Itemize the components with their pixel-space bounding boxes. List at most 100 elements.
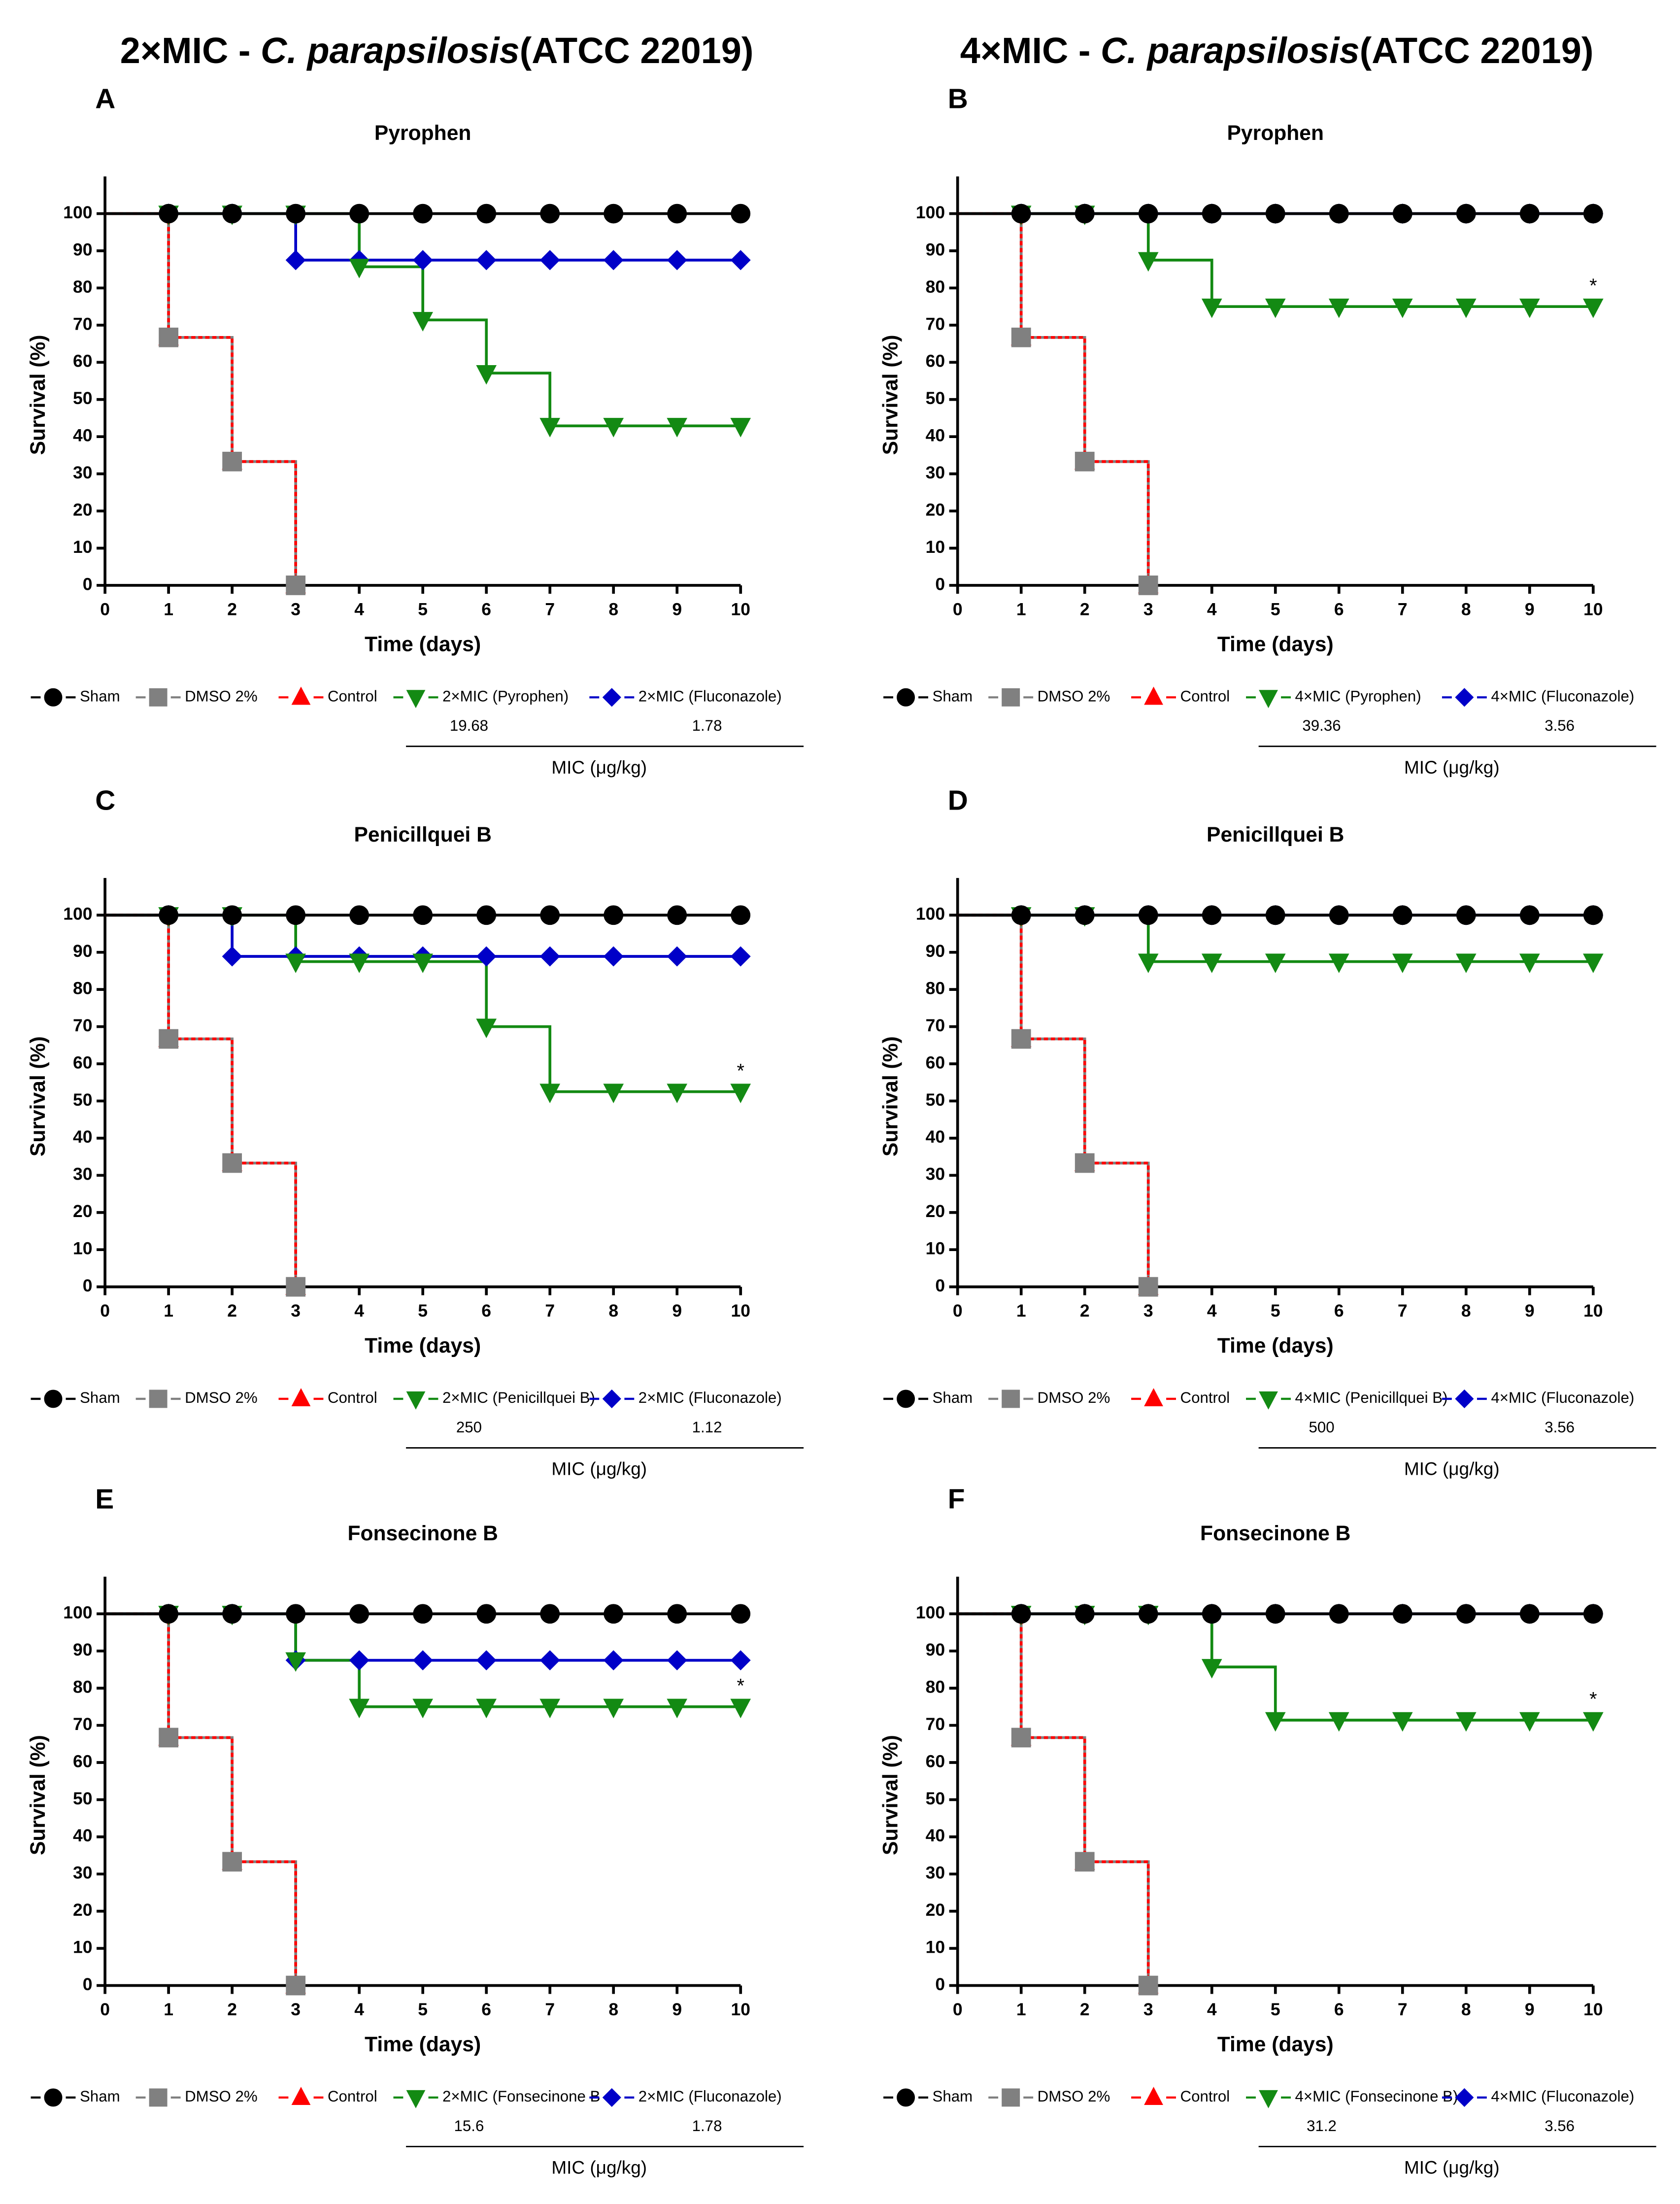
marker <box>286 203 306 224</box>
y-tick-label: 80 <box>73 277 93 297</box>
y-tick-label: 10 <box>73 1239 93 1258</box>
marker <box>1582 953 1604 973</box>
y-tick-label: 60 <box>73 1052 93 1072</box>
y-tick-label: 70 <box>926 1714 945 1734</box>
x-tick-label: 7 <box>545 599 555 619</box>
x-tick-label: 4 <box>354 599 364 619</box>
marker <box>604 203 624 224</box>
y-tick-label: 90 <box>73 1640 93 1660</box>
panel-letter: F <box>948 1484 965 1515</box>
marker <box>539 250 560 271</box>
column-title-part: (ATCC 22019) <box>1360 30 1594 71</box>
x-tick-label: 9 <box>672 1301 682 1321</box>
marker <box>476 1698 497 1719</box>
x-tick-label: 9 <box>1525 599 1535 619</box>
marker <box>1011 905 1031 925</box>
marker <box>1519 905 1540 925</box>
x-tick-label: 8 <box>608 599 618 619</box>
marker <box>1329 203 1349 224</box>
marker <box>159 1604 179 1624</box>
y-tick-label: 10 <box>926 1937 945 1957</box>
marker <box>539 1698 561 1719</box>
x-tick-label: 8 <box>1461 1301 1471 1321</box>
legend-label: Control <box>1180 2088 1230 2105</box>
x-tick-label: 2 <box>227 1301 237 1321</box>
x-tick-label: 2 <box>227 2000 237 2019</box>
y-tick-label: 10 <box>73 1937 93 1957</box>
marker <box>667 1084 688 1103</box>
marker <box>222 946 242 967</box>
x-tick-label: 0 <box>953 599 963 619</box>
y-tick-label: 30 <box>73 1863 93 1883</box>
x-tick-label: 1 <box>164 2000 173 2019</box>
y-axis-label: Survival (%) <box>26 335 50 455</box>
marker <box>540 905 560 925</box>
marker <box>1519 1712 1540 1732</box>
y-tick-label: 100 <box>916 904 945 924</box>
marker <box>1201 953 1222 973</box>
y-tick-label: 60 <box>73 351 93 371</box>
marker <box>539 1084 561 1103</box>
x-tick-label: 0 <box>953 2000 963 2019</box>
x-tick-label: 3 <box>291 1301 301 1321</box>
marker <box>222 203 242 224</box>
chart-title: Penicillquei B <box>354 823 491 847</box>
x-tick-label: 3 <box>291 2000 301 2019</box>
column-title-part: C. parapsilosis <box>1101 30 1360 71</box>
mic-value: 19.68 <box>450 717 488 734</box>
y-tick-label: 40 <box>926 426 945 445</box>
x-tick-label: 9 <box>672 599 682 619</box>
panel-letter: E <box>95 1484 114 1515</box>
y-tick-label: 10 <box>926 1239 945 1258</box>
y-axis-label: Survival (%) <box>878 335 902 455</box>
marker <box>1259 2090 1278 2108</box>
marker <box>476 1650 497 1671</box>
x-axis-label: Time (days) <box>1217 632 1334 656</box>
x-tick-label: 0 <box>953 1301 963 1321</box>
y-tick-label: 60 <box>73 1751 93 1771</box>
legend-label: 2×MIC (Pyrophen) <box>442 688 569 705</box>
marker <box>1392 298 1413 318</box>
x-tick-label: 7 <box>1398 599 1408 619</box>
marker <box>476 946 497 967</box>
x-tick-label: 5 <box>1271 2000 1280 2019</box>
marker <box>1202 203 1222 224</box>
marker <box>1455 1712 1477 1732</box>
mic-value: 250 <box>456 1419 482 1436</box>
marker <box>1075 905 1095 925</box>
marker <box>1582 1712 1604 1732</box>
mic-value: 3.56 <box>1545 717 1575 734</box>
y-tick-label: 70 <box>73 314 93 334</box>
marker <box>476 203 497 224</box>
marker <box>731 905 751 925</box>
y-tick-label: 90 <box>926 941 945 961</box>
marker <box>1265 953 1286 973</box>
mic-value: 39.36 <box>1302 717 1341 734</box>
marker <box>1265 905 1285 925</box>
annotation: * <box>737 1675 744 1697</box>
marker <box>1455 298 1477 318</box>
marker <box>1582 298 1604 318</box>
marker <box>286 1277 306 1297</box>
marker <box>1583 905 1603 925</box>
legend-label: 4×MIC (Fluconazole) <box>1491 2088 1634 2105</box>
marker <box>412 250 433 271</box>
y-tick-label: 60 <box>926 1751 945 1771</box>
marker <box>1455 1389 1474 1408</box>
column-title-part: 4×MIC - <box>960 30 1101 71</box>
marker <box>603 418 624 438</box>
chart-title: Pyrophen <box>1227 121 1324 145</box>
x-tick-label: 9 <box>672 2000 682 2019</box>
column-title-part: (ATCC 22019) <box>520 30 754 71</box>
legend-label: Control <box>1180 1389 1230 1406</box>
marker <box>1392 953 1413 973</box>
x-axis-label: Time (days) <box>1217 1334 1334 1357</box>
marker <box>349 953 370 973</box>
marker <box>1328 1712 1349 1732</box>
marker <box>1455 688 1474 707</box>
marker <box>44 688 63 707</box>
marker <box>730 1650 751 1671</box>
marker <box>1583 203 1603 224</box>
y-tick-label: 50 <box>73 1789 93 1808</box>
